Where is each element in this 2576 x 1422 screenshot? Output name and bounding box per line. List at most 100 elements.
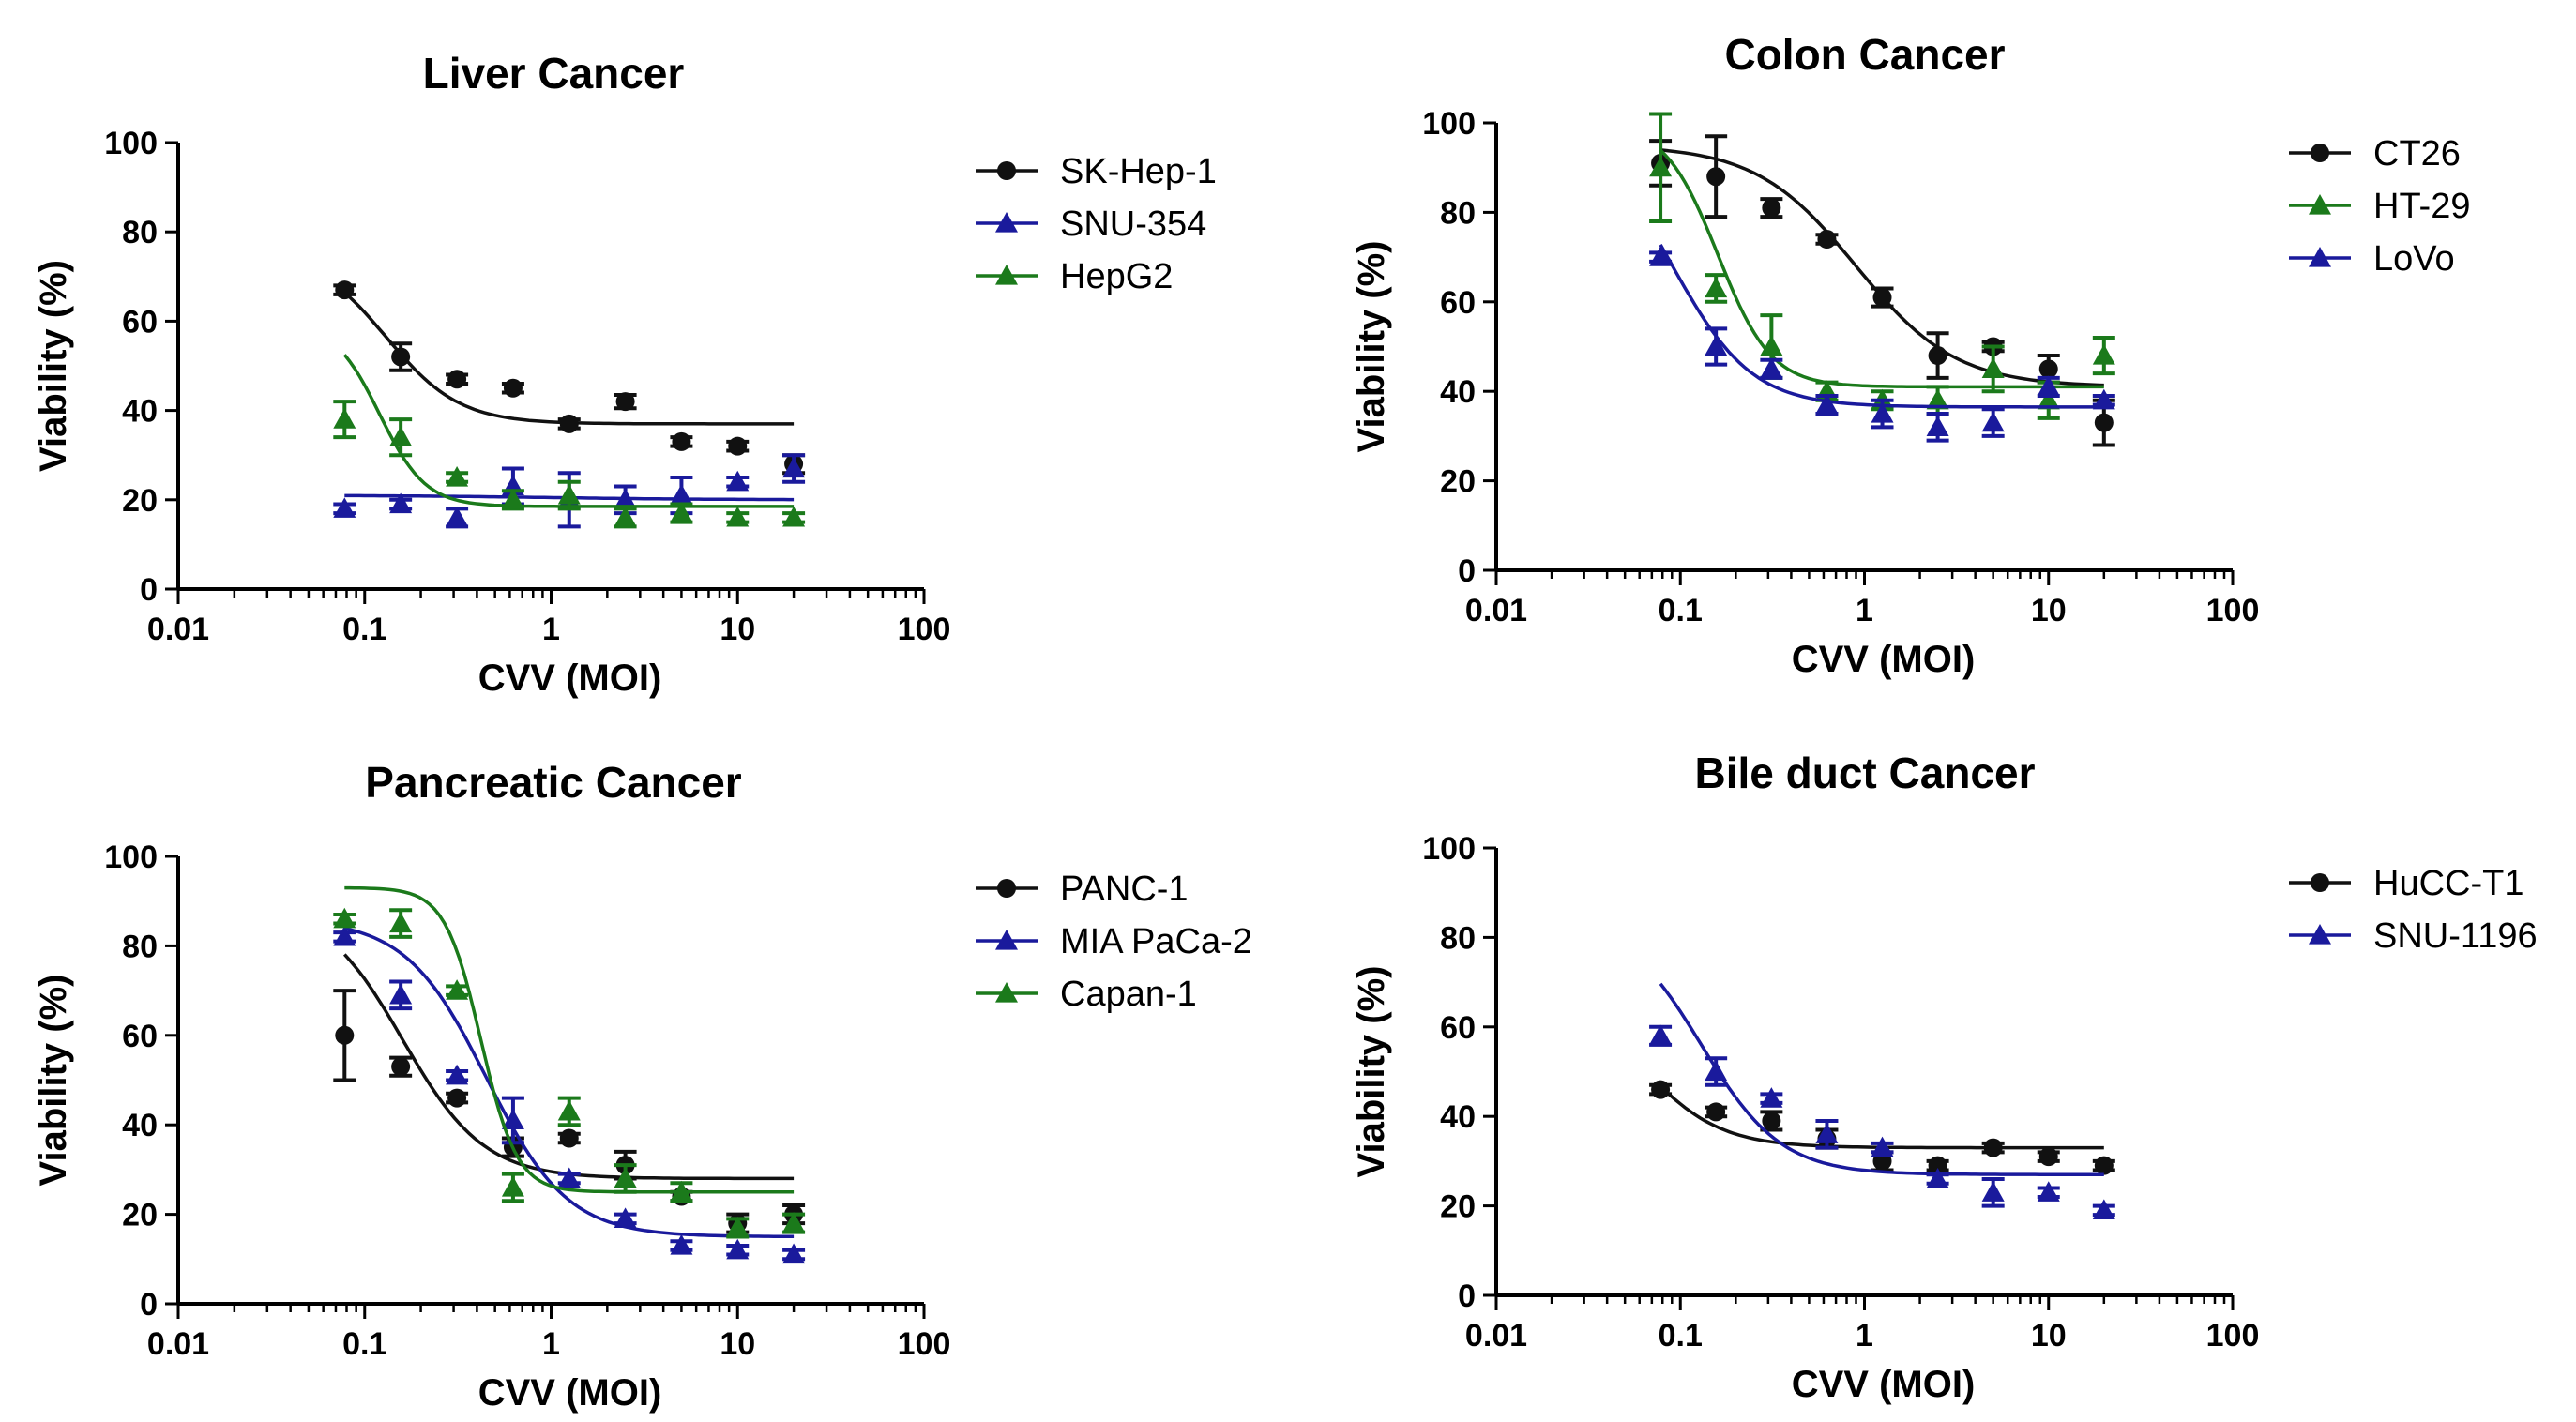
data-point	[1705, 335, 1728, 356]
legend-marker	[997, 879, 1016, 898]
data-point	[728, 436, 748, 456]
legend-marker	[995, 212, 1018, 233]
y-tick-label: 60	[122, 1019, 158, 1054]
legend-marker	[2309, 194, 2331, 215]
x-tick-label: 1	[1856, 593, 1873, 628]
data-point	[1871, 402, 1894, 423]
y-tick-label: 0	[1458, 553, 1476, 589]
x-tick-label: 0.01	[147, 1326, 209, 1362]
data-point	[335, 1025, 355, 1045]
data-point	[1705, 1060, 1728, 1082]
data-point	[1928, 1156, 1947, 1175]
y-tick-label: 0	[140, 572, 158, 608]
data-point	[672, 431, 691, 451]
legend-item-hucc-t1: HuCC-T1	[2289, 864, 2523, 903]
data-point	[559, 1128, 579, 1148]
data-point	[501, 1175, 524, 1197]
y-tick-label: 20	[1440, 1189, 1476, 1225]
x-axis-title: CVV (MOI)	[1792, 1364, 1976, 1405]
data-point	[2092, 1199, 2115, 1219]
data-point	[503, 378, 523, 398]
data-point	[335, 280, 355, 300]
x-tick-label: 10	[2031, 1318, 2067, 1354]
y-tick-label: 100	[1422, 106, 1476, 142]
data-point	[1817, 230, 1837, 250]
chart-colon-cancer: Colon Cancer 0 20 40 60 80 100 0.01 0.1 1 10 100 CVV…	[1351, 30, 2470, 680]
y-tick-label: 100	[104, 126, 158, 161]
data-point	[1926, 388, 1949, 410]
data-point	[1651, 1080, 1671, 1099]
data-point	[447, 370, 467, 389]
data-point	[2094, 413, 2114, 432]
data-point	[391, 347, 411, 367]
data-point	[1760, 335, 1783, 356]
legend-item-sk-hep-1: SK-Hep-1	[976, 152, 1217, 191]
y-tick-label: 40	[122, 394, 158, 430]
x-tick-label: 0.01	[147, 612, 209, 647]
chart-pancreatic-cancer: Pancreatic Cancer 0 20 40 60 80 100 0.01 0.1 1 10 1…	[33, 758, 1252, 1414]
data-point	[1981, 357, 2005, 378]
x-tick-label: 1	[542, 1326, 560, 1362]
data-point	[389, 912, 413, 933]
chart-title: Liver Cancer	[423, 49, 685, 98]
data-point	[2037, 375, 2060, 397]
data-point	[726, 506, 750, 527]
legend-label: HuCC-T1	[2373, 864, 2523, 903]
legend-marker	[2309, 924, 2331, 945]
data-point	[1926, 1167, 1949, 1188]
legend-item-snu-1196: SNU-1196	[2289, 916, 2538, 956]
y-tick-label: 20	[1440, 464, 1476, 500]
fit-curve-capan-1	[344, 885, 795, 1194]
data-point	[782, 1212, 806, 1233]
chart-title: Colon Cancer	[1724, 30, 2005, 79]
y-tick-label: 20	[122, 483, 158, 519]
x-axis-title: CVV (MOI)	[1792, 639, 1976, 680]
data-point	[670, 502, 693, 522]
y-tick-label: 100	[1422, 831, 1476, 867]
data-point	[1760, 1087, 1783, 1108]
legend-label: SNU-1196	[2373, 916, 2538, 956]
x-tick-label: 100	[2206, 1318, 2260, 1354]
x-tick-label: 0.1	[342, 612, 386, 647]
x-tick-label: 100	[898, 1326, 951, 1362]
legend-item-mia-paca-2: MIA PaCa-2	[976, 922, 1252, 961]
series-capan-1	[333, 885, 806, 1239]
data-point	[1981, 411, 2005, 432]
data-point	[614, 488, 637, 509]
data-point	[2038, 359, 2058, 379]
data-point	[1872, 288, 1892, 308]
legend-marker	[2311, 873, 2329, 892]
fit-curve-mia-paca-2	[343, 926, 795, 1239]
legend-marker	[995, 930, 1018, 950]
chart-title: Pancreatic Cancer	[365, 758, 742, 807]
data-point	[615, 392, 635, 412]
data-point	[670, 1180, 693, 1202]
data-point	[614, 1167, 637, 1188]
data-point	[1815, 1123, 1839, 1143]
data-point	[557, 484, 581, 505]
legend-item-ht-29: HT-29	[2289, 187, 2470, 226]
data-point	[1815, 393, 1839, 415]
data-point	[614, 506, 637, 527]
data-point	[501, 1109, 524, 1130]
legend-label: MIA PaCa-2	[1060, 922, 1252, 961]
y-tick-label: 80	[122, 929, 158, 964]
data-point	[2092, 344, 2115, 365]
legend-label: CT26	[2373, 134, 2461, 174]
x-tick-label: 100	[898, 612, 951, 647]
data-point	[333, 497, 356, 518]
y-tick-label: 80	[122, 215, 158, 250]
y-axis-title: Viability (%)	[1351, 241, 1392, 453]
x-tick-label: 10	[720, 1326, 755, 1362]
data-point	[782, 457, 806, 478]
data-point	[1706, 167, 1726, 187]
x-tick-label: 0.1	[342, 1326, 386, 1362]
x-tick-label: 100	[2206, 593, 2260, 628]
x-tick-label: 1	[542, 612, 560, 647]
y-tick-label: 80	[1440, 195, 1476, 231]
data-point	[726, 1238, 750, 1260]
data-point	[1983, 1138, 2003, 1157]
data-point	[1762, 198, 1781, 218]
data-point	[2094, 1156, 2114, 1175]
y-axis-title: Viability (%)	[1351, 966, 1392, 1178]
